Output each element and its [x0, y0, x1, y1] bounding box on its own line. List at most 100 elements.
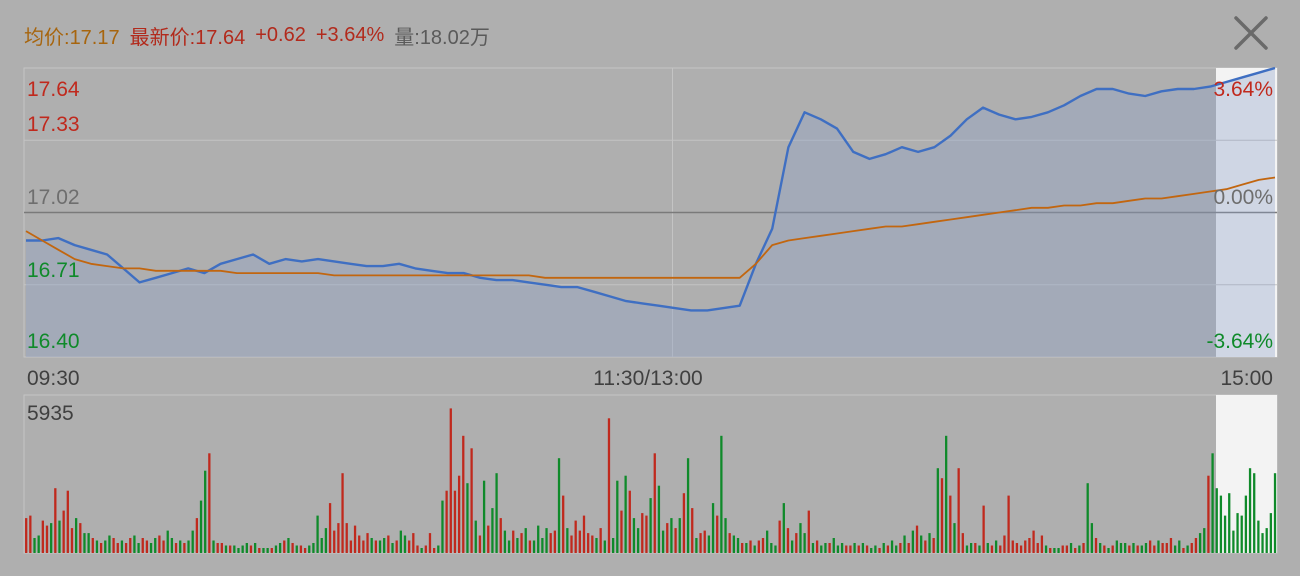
- volume-bar: [124, 543, 128, 553]
- volume-bar: [258, 548, 261, 553]
- volume-bar: [220, 543, 223, 553]
- volume-bar: [1265, 528, 1268, 553]
- volume-bar: [699, 533, 702, 553]
- volume-bar: [607, 418, 611, 553]
- volume-bar: [187, 540, 190, 553]
- volume-bar: [961, 533, 964, 553]
- volume-bar: [408, 540, 411, 553]
- volume-bar: [720, 435, 723, 553]
- x-tick: 11:30/13:00: [593, 367, 702, 390]
- volume: 量:18.02万: [394, 26, 490, 49]
- volume-bar: [853, 543, 856, 553]
- volume-bar: [636, 528, 640, 553]
- volume-bar: [920, 535, 923, 553]
- average-line: [25, 176, 1276, 279]
- x-tick: 09:30: [27, 367, 80, 390]
- volume-bar: [815, 540, 819, 553]
- volume-bar: [686, 458, 690, 553]
- volume-bar: [174, 543, 178, 553]
- volume-bar: [287, 538, 290, 553]
- volume-bar: [641, 513, 644, 553]
- volume-bar: [557, 458, 561, 553]
- volume-bar: [649, 498, 652, 553]
- volume-bar: [337, 523, 340, 553]
- volume-bar: [1219, 495, 1223, 553]
- volume-bar: [915, 525, 919, 553]
- y-tick-left: 17.64: [27, 78, 80, 101]
- volume-bar: [969, 543, 973, 553]
- volume-bar: [849, 545, 852, 553]
- volume-bar: [562, 495, 565, 553]
- volume-bar: [495, 473, 498, 553]
- volume-bar: [91, 538, 94, 553]
- volume-bar: [524, 528, 527, 553]
- volume-bar: [1074, 548, 1077, 553]
- volume-bar: [832, 538, 835, 553]
- volume-bar: [1228, 493, 1231, 553]
- volume-bar: [378, 540, 382, 553]
- volume-bar: [428, 533, 432, 553]
- volume-bar: [328, 503, 332, 553]
- volume-bar: [1198, 533, 1202, 553]
- volume-bar: [1065, 545, 1069, 553]
- volume-bar: [761, 538, 765, 553]
- volume-bar: [1165, 543, 1168, 553]
- volume-bar: [1057, 548, 1060, 553]
- volume-bar: [274, 545, 278, 553]
- volume-bar: [1261, 533, 1264, 553]
- volume-bar: [349, 540, 353, 553]
- volume-bar: [316, 515, 319, 553]
- volume-bar: [682, 493, 686, 553]
- close-button[interactable]: [1230, 12, 1272, 54]
- volume-bar: [1211, 453, 1214, 553]
- volume-bar: [982, 505, 985, 553]
- volume-bar: [204, 470, 207, 553]
- volume-bar: [1178, 540, 1181, 553]
- volume-bar: [874, 545, 877, 553]
- volume-bar: [549, 533, 552, 553]
- volume-bar: [291, 543, 294, 553]
- volume-bar: [840, 543, 844, 553]
- volume-bar: [1007, 495, 1010, 553]
- volume-bar: [383, 538, 386, 553]
- volume-bar: [83, 533, 86, 553]
- volume-bar: [62, 510, 65, 553]
- volume-bar: [112, 538, 115, 553]
- volume-bar: [33, 538, 36, 553]
- volume-bar: [45, 525, 49, 553]
- volume-bar: [595, 538, 598, 553]
- volume-bar: [657, 485, 661, 553]
- volume-bar: [795, 533, 798, 553]
- volume-bar: [353, 525, 357, 553]
- volume-bar: [424, 545, 427, 553]
- volume-bar: [1169, 538, 1173, 553]
- volume-bar: [570, 535, 573, 553]
- volume-bar: [1044, 545, 1048, 553]
- volume-bar: [74, 518, 78, 553]
- volume-bar: [1103, 545, 1106, 553]
- volume-bar: [487, 525, 490, 553]
- volume-bar: [645, 515, 648, 553]
- volume-bar: [1015, 543, 1019, 553]
- volume-bar: [37, 535, 40, 553]
- volume-bar: [1161, 543, 1164, 553]
- volume-bar: [574, 520, 577, 553]
- volume-bar: [241, 545, 244, 553]
- volume-bar: [1069, 543, 1073, 553]
- volume-bar: [1107, 548, 1110, 553]
- volume-bar: [1236, 513, 1239, 553]
- volume-bar: [333, 530, 336, 553]
- volume-bar: [457, 475, 461, 553]
- price-area: [26, 68, 1275, 357]
- volume-bar: [994, 540, 998, 553]
- close-icon: [1234, 16, 1268, 50]
- volume-bar: [1253, 473, 1256, 553]
- volume-bar: [345, 523, 348, 553]
- volume-bar: [453, 490, 457, 553]
- volume-bar: [499, 518, 502, 553]
- y-tick-right: 3.64%: [1213, 78, 1273, 101]
- average-price: 均价:17.17: [24, 26, 120, 49]
- volume-bar: [95, 540, 99, 553]
- volume-bar: [566, 528, 569, 553]
- volume-bar: [1011, 540, 1014, 553]
